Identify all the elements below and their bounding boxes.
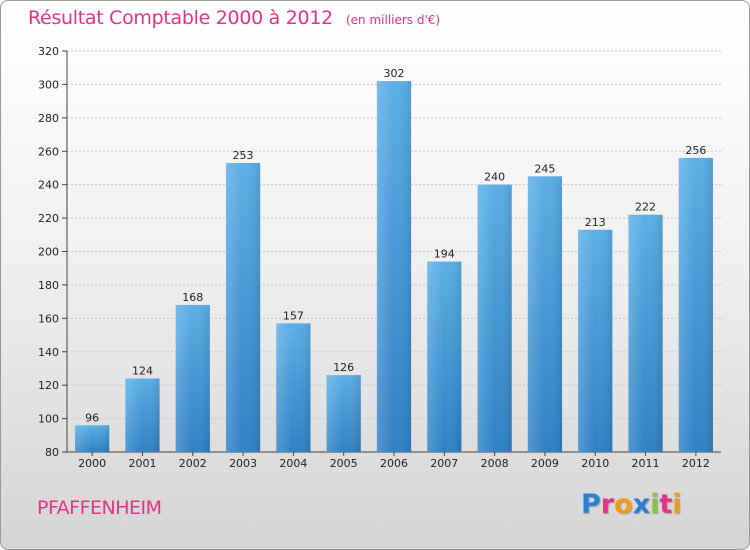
bar-shade-2006	[376, 81, 412, 452]
value-label-2011: 222	[635, 201, 656, 214]
y-tick-label-140: 140	[38, 346, 59, 359]
x-tick-label-2009: 2009	[531, 457, 559, 470]
bar-shade-2011	[628, 214, 663, 452]
value-label-2003: 253	[233, 149, 254, 162]
x-tick-label-2000: 2000	[78, 457, 106, 470]
logo-letter: i	[650, 489, 660, 520]
bar-shade-2012	[678, 157, 713, 452]
y-tick-label-220: 220	[38, 212, 59, 225]
value-label-2009: 245	[534, 162, 555, 175]
bar-shade-2000	[75, 425, 110, 452]
value-label-2010: 213	[585, 216, 606, 229]
chart-subtitle: (en milliers d'€)	[345, 13, 441, 27]
logo-letter: t	[659, 489, 673, 520]
bar-shade-2003	[225, 162, 261, 452]
y-tick-label-160: 160	[38, 312, 59, 325]
value-label-2002: 168	[182, 291, 203, 304]
logo-letter: P	[581, 489, 601, 520]
value-label-2006: 302	[384, 67, 405, 80]
bar-shade-2004	[276, 323, 311, 452]
y-tick-label-180: 180	[38, 279, 59, 292]
bar-shade-2010	[578, 229, 613, 452]
x-tick-label-2011: 2011	[632, 457, 660, 470]
x-tick-label-2003: 2003	[229, 457, 257, 470]
title-row: Résultat Comptable 2000 à 2012 (en milli…	[28, 7, 440, 29]
x-tick-label-2006: 2006	[380, 457, 408, 470]
bar-shade-2001	[125, 378, 160, 452]
logo-letter: r	[600, 489, 615, 520]
value-label-2008: 240	[484, 171, 505, 184]
bar-shade-2002	[175, 304, 210, 452]
bar-shade-2008	[477, 184, 512, 452]
value-label-2001: 124	[132, 364, 153, 377]
x-tick-label-2008: 2008	[481, 457, 509, 470]
x-tick-label-2007: 2007	[430, 457, 458, 470]
x-tick-label-2004: 2004	[279, 457, 307, 470]
y-tick-label-120: 120	[38, 379, 59, 392]
x-tick-label-2001: 2001	[128, 457, 156, 470]
y-tick-label-300: 300	[38, 78, 59, 91]
bar-shade-2007	[427, 261, 462, 452]
y-tick-label-280: 280	[38, 112, 59, 125]
value-label-2004: 157	[283, 309, 304, 322]
value-label-2005: 126	[333, 361, 354, 374]
x-tick-label-2002: 2002	[179, 457, 207, 470]
y-tick-label-80: 80	[45, 446, 59, 459]
value-label-2012: 256	[685, 144, 706, 157]
chart-title: Résultat Comptable 2000 à 2012	[28, 7, 333, 29]
value-label-2007: 194	[434, 248, 455, 261]
commune-name: PFAFFENHEIM	[37, 497, 162, 519]
x-tick-label-2012: 2012	[682, 457, 710, 470]
x-tick-label-2005: 2005	[330, 457, 358, 470]
logo-letter: x	[632, 489, 651, 520]
y-tick-label-100: 100	[38, 413, 59, 426]
y-tick-label-240: 240	[38, 179, 59, 192]
bar-shade-2005	[326, 375, 361, 452]
proxiti-logo: Proxiti	[581, 489, 682, 520]
logo-letter: i	[672, 489, 682, 520]
y-tick-label-200: 200	[38, 246, 59, 259]
value-label-2000: 96	[85, 411, 99, 424]
bar-shade-2009	[527, 176, 563, 452]
y-tick-label-320: 320	[38, 45, 59, 58]
y-tick-label-260: 260	[38, 145, 59, 158]
x-tick-label-2010: 2010	[581, 457, 609, 470]
logo-letter: o	[614, 489, 633, 520]
